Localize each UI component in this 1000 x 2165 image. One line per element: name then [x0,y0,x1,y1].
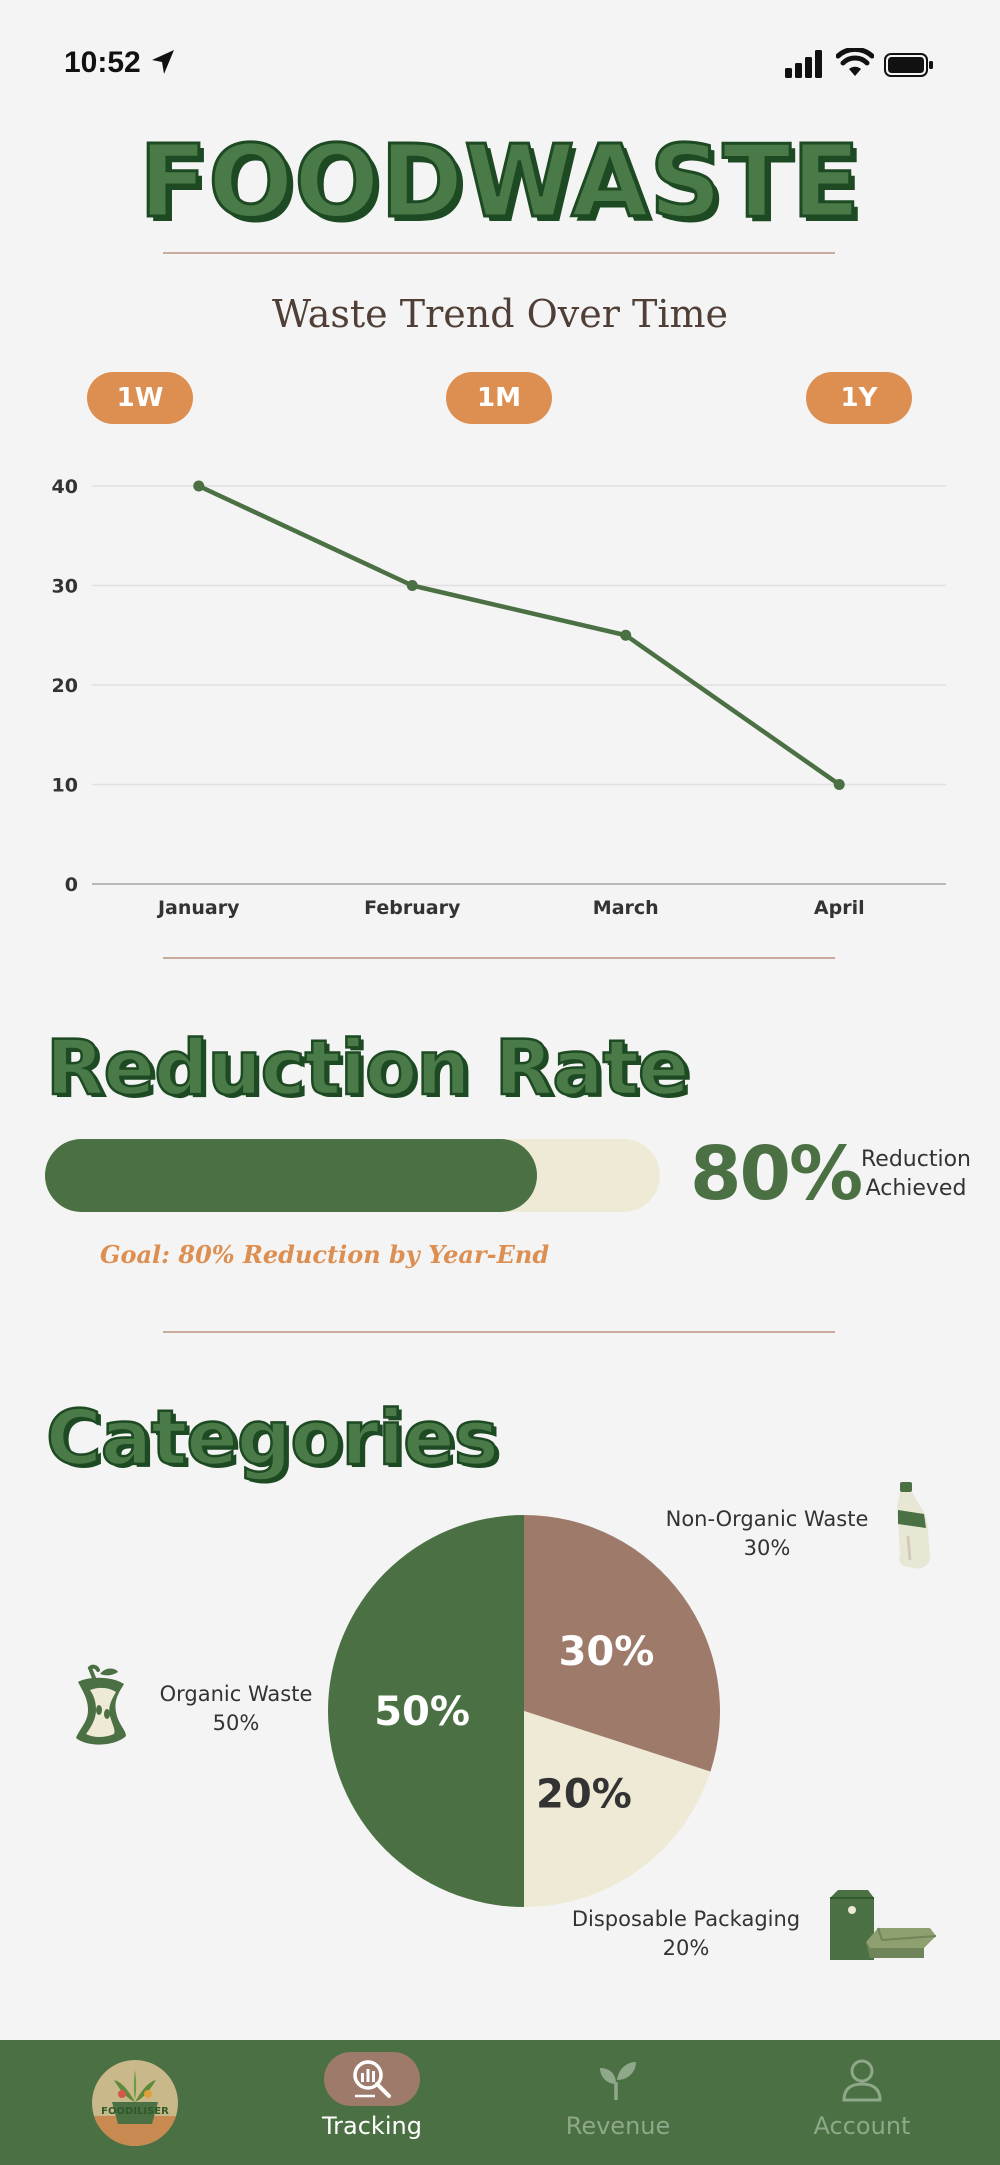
reduction-caption-line2: Achieved [865,1175,967,1201]
x-tick-label: January [156,897,240,919]
pie-slice-label: 30% [559,1629,655,1675]
pie-slice [328,1515,524,1907]
divider [163,1331,835,1333]
logo-text: FOODILISER [101,2106,169,2117]
reduction-progress-bar [45,1139,660,1212]
nav-label: Tracking [322,2112,422,2140]
category-percent: 50% [212,1711,260,1736]
chart-title: Waste Trend Over Time [272,292,728,336]
categories-pie-chart: 30% 20% 50% [328,1515,720,1907]
y-tick-label: 40 [52,476,78,498]
category-name: Non-Organic Waste [665,1507,869,1531]
nav-item-tracking[interactable]: Tracking [300,2040,444,2165]
reduction-caption-line1: Reduction [861,1147,971,1172]
data-point [620,629,632,641]
x-tick-label: February [364,897,461,919]
y-tick-label: 0 [65,874,78,896]
status-time: 10:52 [64,46,141,79]
reduction-caption: Reduction Achieved [856,1146,976,1203]
nav-item-account[interactable]: Account [792,2040,932,2165]
reduction-heading: Reduction Rate [45,1023,691,1112]
bottom-navigation: FOODILISER Tracking Revenue Account [0,2040,1000,2165]
nav-item-revenue[interactable]: Revenue [548,2040,688,2165]
data-point [193,480,205,492]
app-logo[interactable]: FOODILISER [92,2060,178,2146]
category-label-non-organic: Non-Organic Waste 30% [650,1505,884,1564]
pie-slice [524,1515,720,1772]
location-arrow-icon [152,50,174,74]
category-percent: 20% [662,1936,710,1961]
y-tick-label: 30 [52,576,78,598]
categories-heading: Categories [45,1393,500,1482]
data-point [406,580,418,591]
account-icon [842,2059,882,2102]
apple-core-icon [76,1664,126,1745]
packaging-icon [830,1890,937,1960]
reduction-goal: Goal: 80% Reduction by Year-End [100,1240,550,1269]
y-tick-label: 20 [52,675,78,697]
nav-label: Revenue [565,2112,671,2140]
data-point [833,779,845,790]
cellular-signal-icon [785,50,822,78]
series-line [196,483,842,787]
status-bar: 10:52 [0,0,1000,130]
battery-icon [884,53,933,77]
pie-slice-label: 20% [536,1771,632,1817]
plant-logo-icon [92,2070,178,2146]
y-tick-label: 10 [52,775,78,797]
range-1w-button[interactable]: 1W [87,372,193,424]
nav-label: Account [813,2112,911,2140]
reduction-progress-fill [45,1139,537,1212]
divider [163,252,835,254]
x-tick-label: March [593,897,659,919]
sprout-icon [600,2062,636,2100]
waste-trend-chart: 0 10 20 30 40 January February March April [52,476,946,919]
reduction-percentage: 80% [690,1131,863,1217]
plastic-bottle-icon [897,1482,930,1569]
category-label-packaging: Disposable Packaging 20% [560,1905,812,1964]
pie-slice-label: 50% [374,1689,470,1735]
category-name: Organic Waste [159,1682,313,1706]
divider [163,957,835,959]
tracking-icon [353,2060,391,2098]
category-percent: 30% [743,1536,791,1561]
pie-slice [524,1711,711,1907]
wifi-icon [836,48,874,76]
range-1y-button[interactable]: 1Y [806,372,912,424]
category-label-organic: Organic Waste 50% [150,1680,322,1739]
x-tick-label: April [814,897,865,919]
range-1m-button[interactable]: 1M [446,372,552,424]
app-title: FOODWASTE [137,123,862,240]
category-name: Disposable Packaging [571,1907,801,1931]
